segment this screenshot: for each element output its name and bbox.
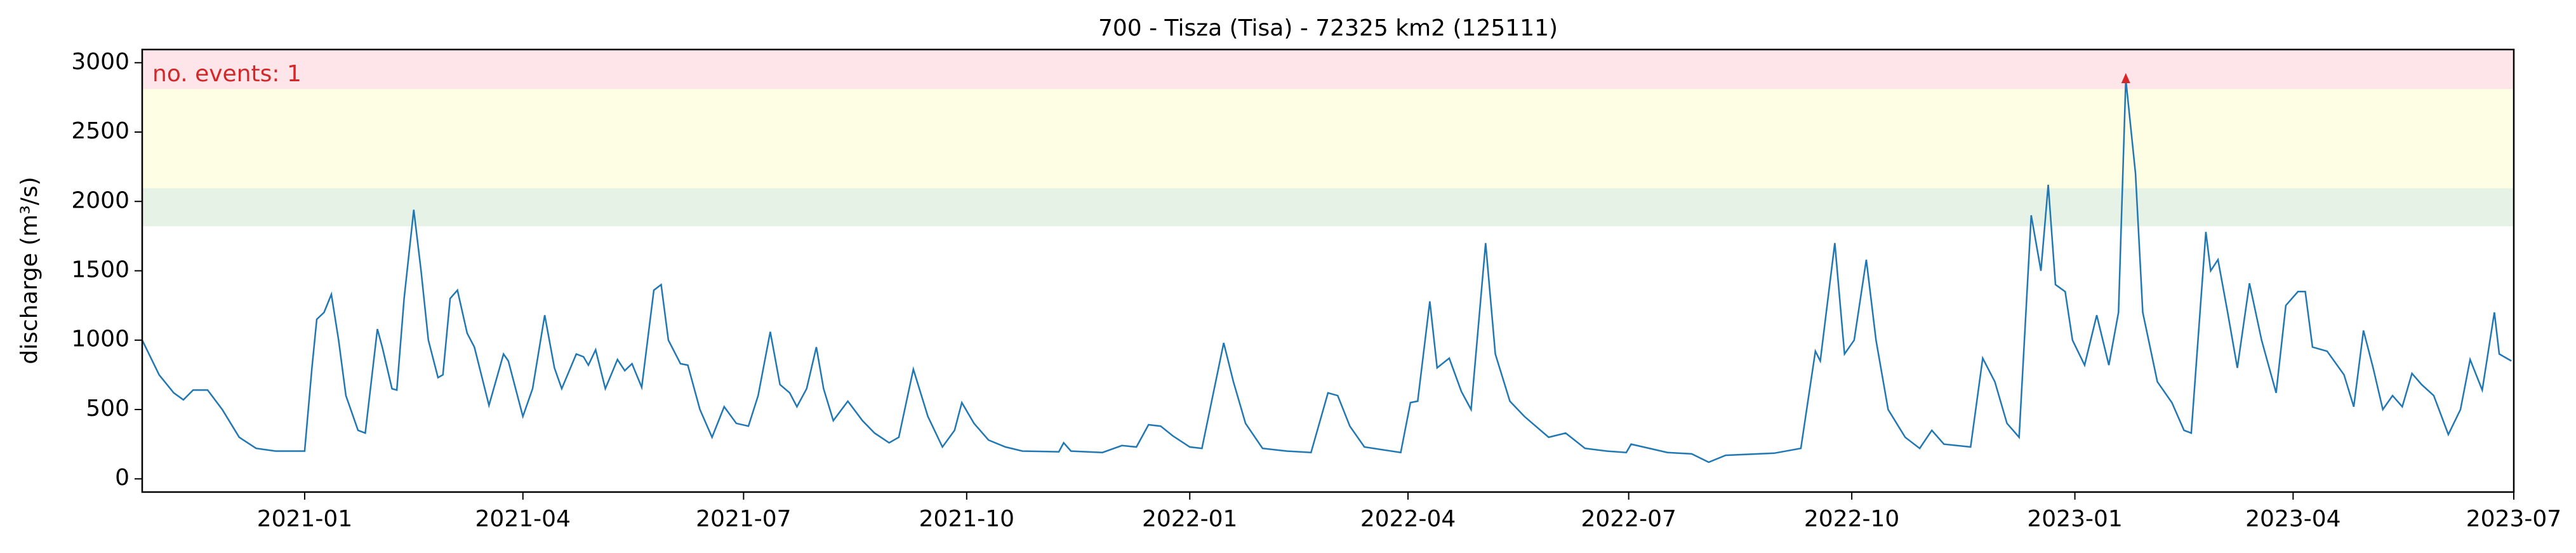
x-tick-label: 2023-01 (2027, 506, 2122, 532)
x-tick-label: 2022-10 (1804, 506, 1899, 532)
threshold-band (142, 89, 2514, 189)
plot-frame (141, 48, 2515, 493)
y-tick-label: 3000 (71, 49, 129, 75)
y-tick-label: 2500 (71, 118, 129, 144)
x-tick-label: 2022-01 (1142, 506, 1237, 532)
x-tick-label: 2021-04 (475, 506, 571, 532)
x-tick-label: 2021-07 (696, 506, 791, 532)
x-tick-label: 2022-04 (1360, 506, 1456, 532)
threshold-band (142, 188, 2514, 227)
y-tick-label: 1000 (71, 326, 129, 352)
series-line (141, 79, 2512, 463)
event-marker (2121, 72, 2130, 83)
y-tick-label: 2000 (71, 187, 129, 213)
y-axis-label: discharge (m³/s) (17, 177, 43, 364)
x-tick-label: 2021-01 (257, 506, 352, 532)
x-tick-label: 2021-10 (919, 506, 1014, 532)
y-tick-label: 1500 (71, 257, 129, 283)
annotation: no. events: 1 (152, 61, 302, 87)
y-tick-label: 500 (86, 396, 129, 422)
x-tick-label: 2023-07 (2466, 506, 2561, 532)
y-tick-label: 0 (115, 465, 129, 491)
x-tick-label: 2022-07 (1581, 506, 1676, 532)
x-tick-label: 2023-04 (2245, 506, 2340, 532)
threshold-band (142, 50, 2514, 90)
chart-title: 700 - Tisza (Tisa) - 72325 km2 (125111) (1098, 15, 1558, 41)
